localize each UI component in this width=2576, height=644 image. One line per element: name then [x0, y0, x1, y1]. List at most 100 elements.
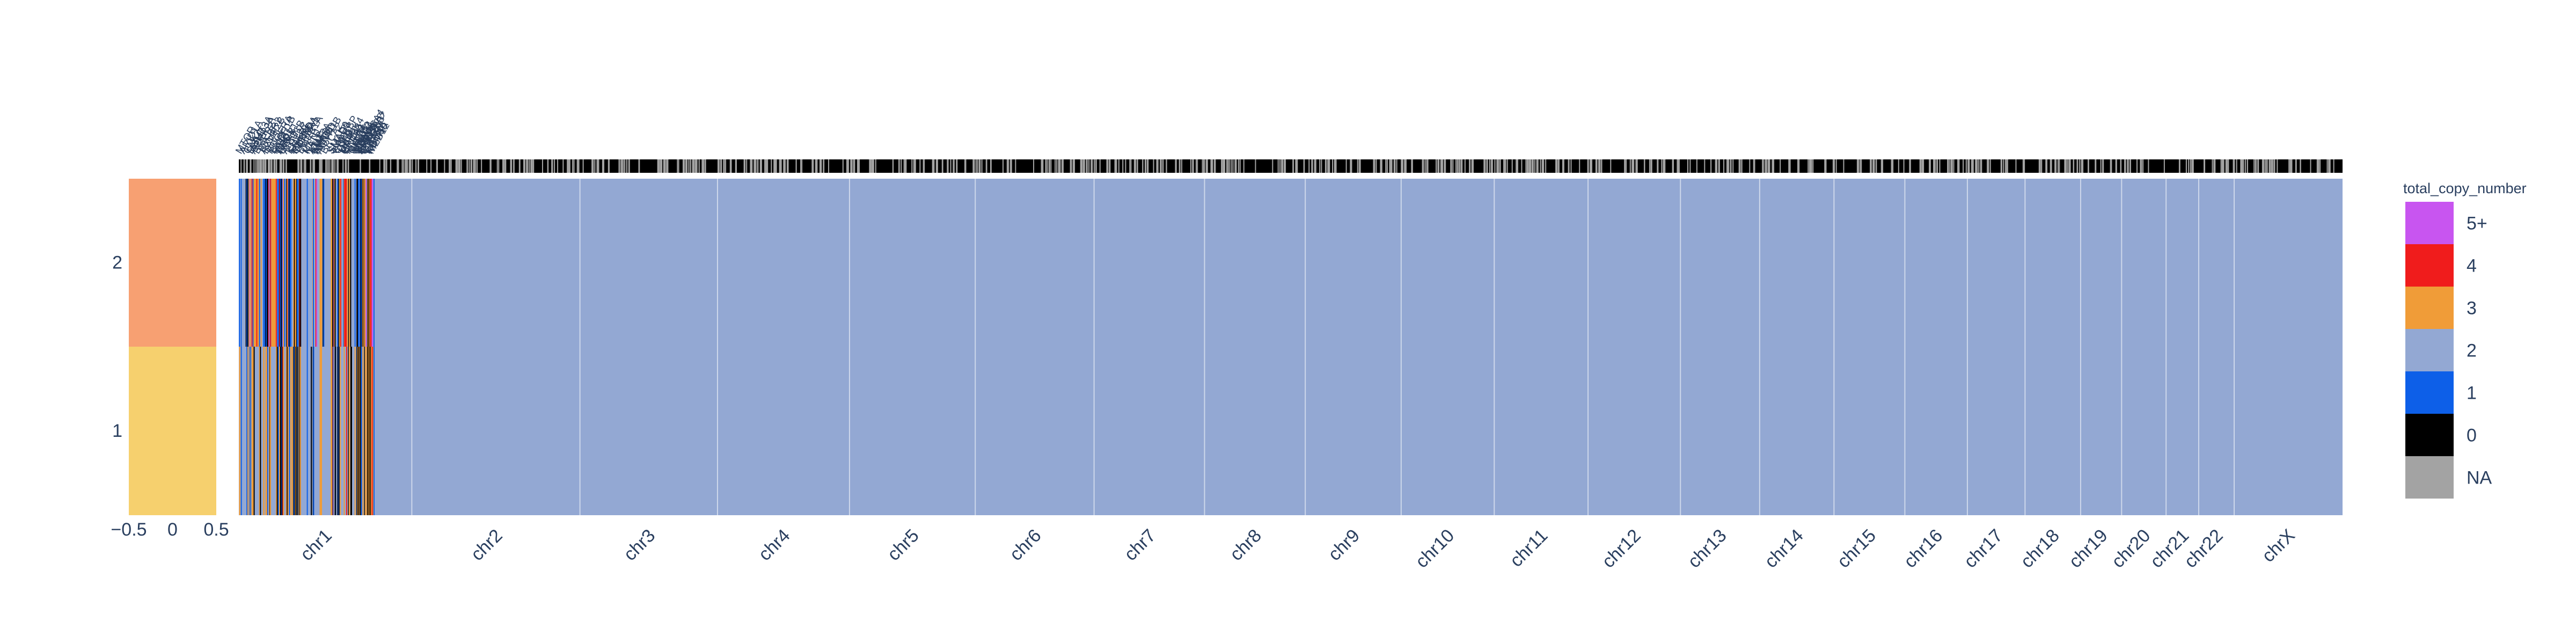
gene-track-band	[1494, 159, 1496, 173]
gene-annotation-track	[239, 159, 2343, 173]
gene-track-band	[1006, 159, 1009, 173]
cn-segment-sample-2	[332, 179, 334, 347]
cn-segment-sample-2	[298, 179, 300, 347]
gene-track-band	[298, 159, 299, 173]
cn-segment-sample-2	[337, 179, 339, 347]
gene-track-band	[466, 159, 469, 173]
gene-track-band	[262, 159, 264, 173]
gene-track-band	[678, 159, 679, 173]
gene-track-band	[329, 159, 331, 173]
gene-track-band	[857, 159, 860, 173]
gene-track-band	[1279, 159, 1281, 173]
gene-track-band	[1526, 159, 1529, 173]
gene-track-band	[2236, 159, 2237, 173]
cn-segment-sample-2	[363, 179, 365, 347]
gene-track-band	[2041, 159, 2043, 173]
gene-track-band	[385, 159, 387, 173]
gene-track-band	[1870, 159, 1872, 173]
gene-track-band	[1490, 159, 1493, 173]
cn-segment-sample-1	[290, 347, 292, 515]
cn-segment-sample-1	[313, 347, 314, 515]
gene-track-band	[779, 159, 782, 173]
cn-segment-sample-2	[264, 179, 266, 347]
chromosome-label: chr22	[2180, 525, 2227, 572]
cn-segment-sample-2	[271, 179, 276, 347]
gene-track-band	[1130, 159, 1132, 173]
cn-segment-sample-2	[268, 179, 270, 347]
gene-track-band	[404, 159, 406, 173]
cn-segment-sample-1	[346, 347, 347, 515]
sample-y-tick: 1	[112, 421, 122, 441]
cn-segment-sample-2	[334, 179, 335, 347]
gene-track-band	[1521, 159, 1523, 173]
cn-segment-sample-1	[357, 347, 359, 515]
gene-track-band	[1321, 159, 1322, 173]
gene-track-band	[764, 159, 766, 173]
gene-track-band	[2129, 159, 2131, 173]
gene-track-band	[1933, 159, 1936, 173]
chromosome-label: chr3	[620, 525, 660, 565]
gene-track-band	[1536, 159, 1539, 173]
cn-segment-sample-1	[364, 347, 365, 515]
gene-track-band	[750, 159, 753, 173]
cn-segment-sample-1	[371, 347, 373, 515]
cn-segment-sample-1	[269, 347, 271, 515]
gene-track-band	[1411, 159, 1413, 173]
colorbar-tick-label: 1	[2467, 383, 2477, 404]
gene-track-band	[2188, 159, 2190, 173]
gene-track-band	[1950, 159, 1953, 173]
gene-track-band	[1243, 159, 1245, 173]
gene-track-band	[523, 159, 525, 173]
gene-track-band	[2255, 159, 2257, 173]
gene-track-band	[1058, 159, 1061, 173]
gene-track-band	[518, 159, 521, 173]
gene-track-band	[2266, 159, 2268, 173]
gene-track-band	[2142, 159, 2144, 173]
cn-segment-sample-1	[366, 347, 368, 515]
gene-track-band	[297, 159, 299, 173]
gene-track-band	[1095, 159, 1097, 173]
gene-track-band	[1967, 159, 1970, 173]
gene-track-band	[1947, 159, 1949, 173]
cn-segment-sample-2	[282, 179, 283, 347]
chromosome-label: chr1	[296, 525, 336, 565]
gene-track-band	[1109, 159, 1110, 173]
gene-track-band	[1109, 159, 1111, 173]
cn-segment-sample-1	[348, 347, 349, 515]
sample-x-tick: −0.5	[111, 519, 147, 540]
gene-track-band	[1166, 159, 1167, 173]
chromosome-label: chr16	[1900, 525, 1946, 572]
cn-segment-sample-2	[256, 179, 258, 347]
gene-track-band	[626, 159, 627, 173]
gene-track-band	[904, 159, 907, 173]
cn-segment-sample-1	[286, 347, 287, 515]
cn-segment-sample-1	[306, 347, 308, 515]
gene-track-band	[1541, 159, 1545, 173]
gene-track-band	[743, 159, 746, 173]
cn-segment-sample-2	[323, 179, 325, 347]
gene-track-band	[1953, 159, 1955, 173]
gene-track-band	[795, 159, 797, 173]
cn-segment-sample-2	[247, 179, 248, 347]
gene-track-band	[1284, 159, 1286, 173]
gene-track-band	[401, 159, 403, 173]
cn-segment-sample-2	[284, 179, 286, 347]
cn-segment-sample-2	[344, 179, 347, 347]
gene-track-band	[990, 159, 992, 173]
gene-track-band	[336, 159, 339, 173]
gene-track-band	[2246, 159, 2249, 173]
gene-track-band	[660, 159, 663, 173]
chromosome-label: chr7	[1121, 525, 1160, 565]
gene-track-band	[666, 159, 669, 173]
gene-track-band	[513, 159, 515, 173]
gene-track-band	[2081, 159, 2084, 173]
gene-track-band	[1009, 159, 1012, 173]
gene-track-band	[310, 159, 312, 173]
cn-segment-sample-2	[252, 179, 254, 347]
gene-track-band	[1145, 159, 1146, 173]
gene-track-band	[1767, 159, 1770, 173]
gene-track-band	[1324, 159, 1327, 173]
gene-track-band	[2240, 159, 2243, 173]
gene-track-band	[898, 159, 900, 173]
colorbar-tick-label: 2	[2467, 341, 2477, 361]
